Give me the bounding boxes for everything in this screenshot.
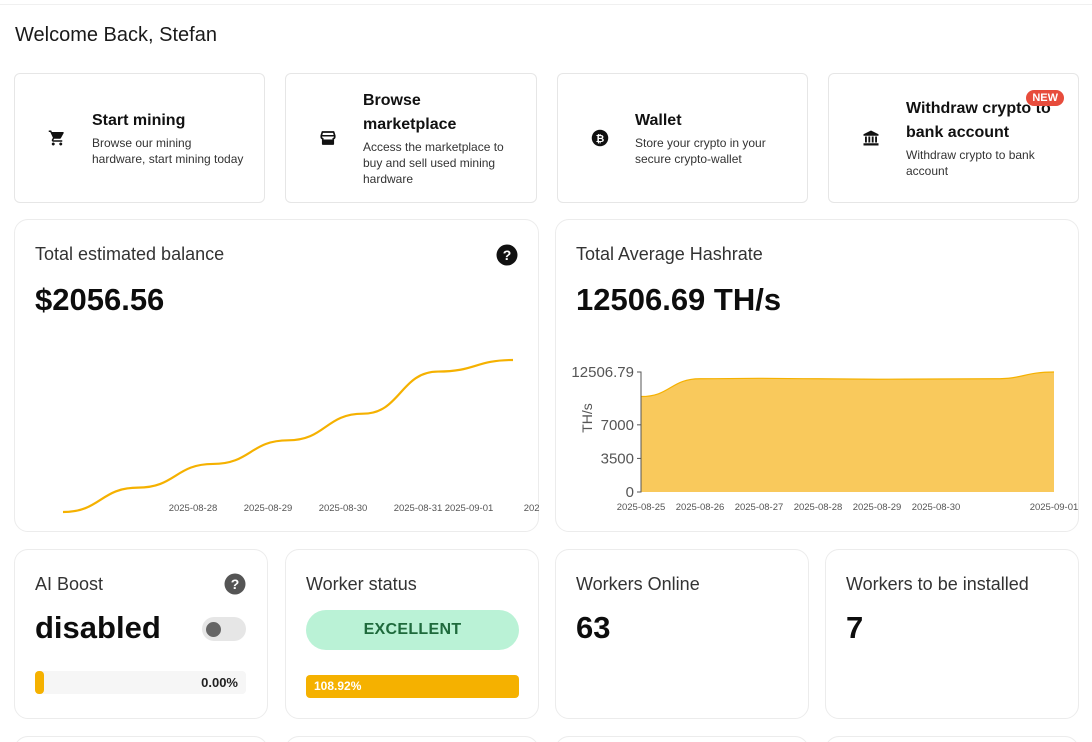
hashrate-value: 12506.69 TH/s (576, 282, 782, 317)
start-mining-card[interactable]: Start mining Browse our mining hardware,… (14, 73, 265, 203)
browse-marketplace-card[interactable]: Browse marketplace Access the marketplac… (285, 73, 537, 203)
hashrate-line (640, 371, 1055, 398)
balance-x-tick: 2025-08-28 (169, 503, 218, 514)
top-divider (0, 4, 1092, 5)
hashrate-x-tick: 2025-08-25 (617, 502, 666, 513)
worker-status-title: Worker status (306, 574, 417, 594)
wallet-card[interactable]: ₿ Wallet Store your crypto in your secur… (557, 73, 808, 203)
balance-x-tick: 2025-09-01 (445, 503, 494, 514)
workers-online-card: Workers Online 63 (555, 549, 809, 719)
hashrate-x-tick: 2025-09-01 (1030, 502, 1079, 513)
hashrate-x-tick: 2025-08-29 (853, 502, 902, 513)
next-row-card (555, 736, 809, 742)
toggle-knob (206, 622, 221, 637)
cart-icon (48, 130, 64, 146)
hashrate-x-tick: 2025-08-30 (912, 502, 961, 513)
balance-value: $2056.56 (35, 282, 165, 317)
hashrate-x-tick: 2025-08-28 (794, 502, 843, 513)
new-badge: NEW (1026, 90, 1064, 106)
bank-icon (863, 130, 879, 146)
workers-pending-value: 7 (846, 610, 864, 645)
balance-title: Total estimated balance (35, 244, 225, 264)
help-icon[interactable]: ? (496, 244, 518, 266)
svg-text:?: ? (503, 247, 512, 263)
withdraw-desc: Withdraw crypto to bank account (906, 148, 1035, 178)
start-mining-title: Start mining (92, 112, 186, 129)
worker-status-badge: EXCELLENT (306, 610, 519, 650)
hashrate-x-tick: 2025-08-27 (735, 502, 784, 513)
hashrate-area (641, 372, 1054, 492)
balance-x-tick: 2025-08-29 (244, 503, 293, 514)
hashrate-y-label: TH/s (579, 403, 595, 433)
workers-pending-title: Workers to be installed (846, 574, 1029, 594)
ai-boost-progress-bar: 0.00% (35, 671, 246, 694)
balance-x-tick: 2025-09-02 (524, 503, 540, 514)
ai-boost-status: disabled (35, 610, 161, 645)
worker-status-card: Worker status EXCELLENT 108.92% (285, 549, 539, 719)
ai-boost-title: AI Boost (35, 574, 104, 594)
browse-marketplace-title: Browse marketplace (363, 92, 457, 133)
hashrate-y-axis (637, 371, 642, 493)
balance-line (62, 358, 514, 514)
withdraw-card[interactable]: Withdraw crypto to bank account Withdraw… (828, 73, 1079, 203)
welcome-heading: Welcome Back, Stefan (15, 24, 217, 46)
hashrate-y-tick: 0 (626, 484, 634, 501)
wallet-desc: Store your crypto in your secure crypto-… (635, 136, 766, 166)
help-icon[interactable]: ? (224, 573, 246, 595)
balance-x-tick: 2025-08-30 (319, 503, 368, 514)
worker-performance-bar: 108.92% (306, 675, 519, 698)
ai-boost-card: AI Boost ? disabled 0.00% (14, 549, 268, 719)
ai-boost-progress-label: 0.00% (201, 675, 238, 690)
ai-boost-progress-fill (35, 671, 44, 694)
workers-online-value: 63 (576, 610, 611, 645)
next-row-card (825, 736, 1079, 742)
start-mining-desc: Browse our mining hardware, start mining… (92, 136, 244, 166)
next-row-card (14, 736, 268, 742)
workers-online-title: Workers Online (576, 574, 700, 594)
hashrate-title: Total Average Hashrate (576, 244, 763, 264)
ai-boost-toggle[interactable] (202, 617, 246, 641)
balance-card: Total estimated balance $2056.56 ? 2025-… (14, 219, 540, 532)
hashrate-y-tick: 12506.79 (571, 364, 634, 381)
balance-x-tick: 2025-08-31 (394, 503, 443, 514)
withdraw-title: Withdraw crypto to bank account (906, 100, 1051, 141)
store-icon (320, 131, 336, 145)
hashrate-y-tick: 7000 (601, 417, 634, 434)
balance-line-chart: 2025-08-28 2025-08-29 2025-08-30 2025-08-31… (62, 358, 540, 514)
hashrate-area-chart: 0 3500 7000 12506.79 TH/s 2025-08-25 2025-08-2… (571, 364, 1079, 513)
next-row-card (285, 736, 539, 742)
wallet-title: Wallet (635, 112, 682, 129)
hashrate-x-tick: 2025-08-26 (676, 502, 725, 513)
browse-marketplace-desc: Access the marketplace to buy and sell u… (363, 140, 504, 186)
svg-text:?: ? (231, 576, 240, 592)
workers-pending-card: Workers to be installed 7 (825, 549, 1079, 719)
bitcoin-icon: ₿ (591, 129, 609, 147)
hashrate-y-tick: 3500 (601, 450, 634, 467)
svg-text:₿: ₿ (596, 133, 605, 145)
hashrate-card: Total Average Hashrate 12506.69 TH/s 0 35… (555, 219, 1079, 532)
